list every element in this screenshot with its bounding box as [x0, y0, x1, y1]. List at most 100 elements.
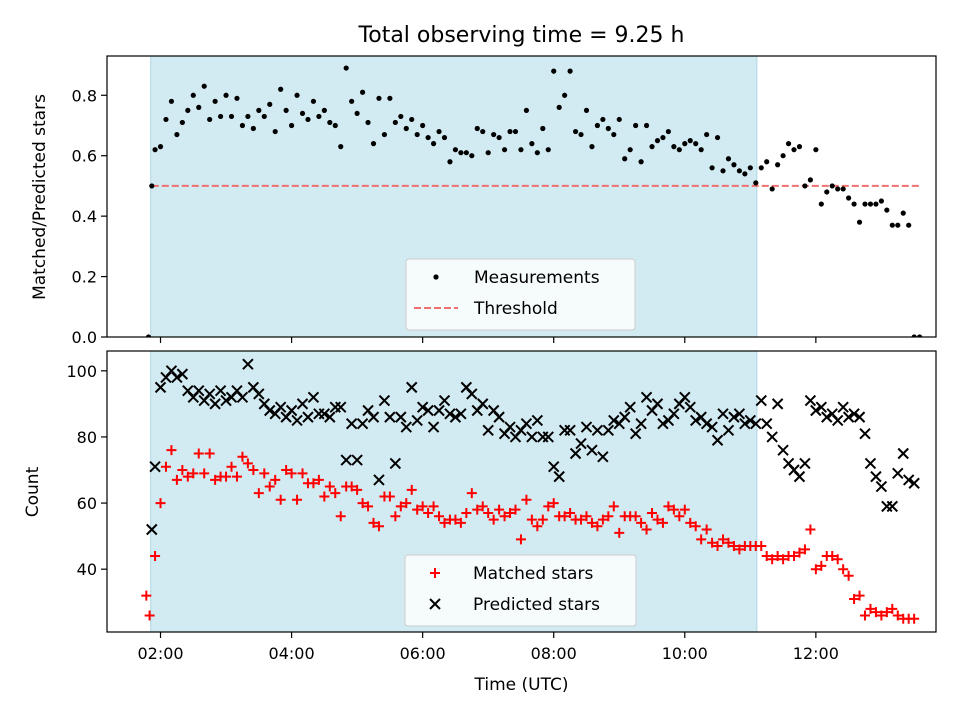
matched-star-point: [226, 461, 237, 472]
predicted-star-point: [886, 500, 899, 513]
predicted-star-point: [760, 418, 773, 430]
matched-star-point: [182, 471, 193, 482]
measurement-point: [551, 68, 557, 74]
measurement-point: [856, 219, 863, 225]
measurement-point: [458, 150, 464, 156]
matched-star-point: [221, 471, 232, 482]
measurement-point: [911, 334, 917, 337]
measurement-point: [149, 183, 155, 189]
measurement-point: [174, 131, 180, 138]
matched-star-point: [728, 541, 739, 552]
matched-star-point: [696, 534, 707, 545]
ratio-markers: [145, 65, 923, 337]
matched-star-point: [199, 468, 210, 479]
predicted-star-point: [466, 388, 478, 400]
measurement-point: [512, 128, 519, 135]
legend-label: Measurements: [474, 268, 600, 288]
matched-star-point: [275, 494, 286, 505]
measurement-point: [534, 150, 540, 156]
measurement-point: [796, 144, 803, 150]
measurement-point: [671, 144, 677, 150]
measurement-point: [321, 107, 327, 113]
predicted-star-point: [242, 358, 254, 370]
matched-star-point: [674, 511, 685, 522]
ratio-y-tick-label: 0.6: [72, 147, 97, 166]
predicted-star-point: [679, 391, 691, 403]
matched-star-point: [335, 511, 346, 522]
matched-star-point: [592, 521, 603, 532]
predicted-star-point: [324, 411, 336, 423]
matched-star-point: [668, 504, 679, 515]
matched-star-point: [177, 465, 188, 476]
legend-matched-marker: [430, 568, 440, 578]
measurement-point: [288, 122, 295, 129]
ratio-y-axis-label: Matched/Predicted stars: [30, 94, 50, 300]
measurement-point: [261, 113, 267, 120]
matched-star-point: [259, 468, 270, 479]
measurement-point: [589, 144, 595, 150]
measurement-point: [245, 113, 251, 120]
legend-label: Threshold: [473, 299, 558, 319]
ratio-y-tick-label: 0.2: [72, 268, 97, 287]
matched-star-point: [854, 590, 865, 601]
measurement-point: [529, 141, 535, 147]
measurement-point: [223, 92, 229, 98]
measurement-point: [917, 334, 923, 337]
measurement-point: [758, 165, 764, 171]
matched-star-point: [521, 494, 532, 505]
predicted-star-point: [520, 418, 533, 430]
matched-star-point: [663, 501, 674, 512]
measurement-point: [802, 183, 808, 189]
matched-star-point: [543, 501, 554, 512]
predicted-star-point: [356, 418, 369, 430]
matched-star-point: [712, 541, 723, 552]
predicted-star-point: [908, 477, 920, 489]
measurement-point: [343, 65, 349, 71]
matched-star-point: [412, 504, 423, 515]
measurement-point: [425, 134, 431, 141]
matched-star-point: [423, 507, 434, 518]
matched-star-point: [576, 514, 587, 525]
measurement-point: [491, 131, 497, 138]
predicted-star-point: [318, 408, 331, 420]
measurement-point: [583, 107, 590, 113]
x-tick-label: 12:00: [793, 644, 839, 663]
measurement-point: [878, 198, 884, 204]
predicted-star-point: [411, 414, 423, 427]
measurement-point: [889, 222, 895, 228]
measurement-point: [622, 156, 628, 162]
predicted-star-point: [793, 470, 806, 483]
predicted-star-point: [526, 431, 538, 443]
measurement-point: [354, 110, 360, 117]
predicted-star-point: [203, 388, 216, 400]
matched-star-point: [242, 458, 253, 469]
predicted-star-point: [810, 404, 822, 417]
measurement-point: [862, 201, 868, 207]
measurement-point: [327, 119, 333, 126]
count-y-tick-label: 100: [66, 362, 97, 381]
ratio-y-tick-label: 0.8: [72, 86, 97, 105]
measurement-point: [660, 134, 666, 141]
predicted-star-point: [771, 398, 784, 410]
predicted-star-point: [351, 454, 363, 466]
predicted-star-point: [296, 398, 309, 410]
measurement-point: [376, 95, 382, 101]
measurement-point: [835, 186, 841, 192]
measurement-point: [168, 98, 175, 104]
predicted-star-point: [406, 381, 418, 394]
x-tick-label: 06:00: [400, 644, 446, 663]
matched-star-point: [510, 504, 521, 515]
matched-star-point: [843, 570, 854, 581]
measurement-point: [201, 83, 207, 89]
measurement-point: [840, 186, 846, 192]
matched-star-point: [270, 474, 281, 485]
measurement-point: [398, 113, 404, 120]
measurement-point: [540, 125, 546, 132]
legend-label: Matched stars: [473, 564, 593, 584]
predicted-star-point: [340, 454, 352, 466]
predicted-star-point: [837, 401, 849, 413]
matched-star-point: [313, 474, 324, 485]
measurement-point: [720, 168, 726, 174]
predicted-star-point: [176, 368, 189, 380]
measurement-point: [501, 147, 508, 153]
